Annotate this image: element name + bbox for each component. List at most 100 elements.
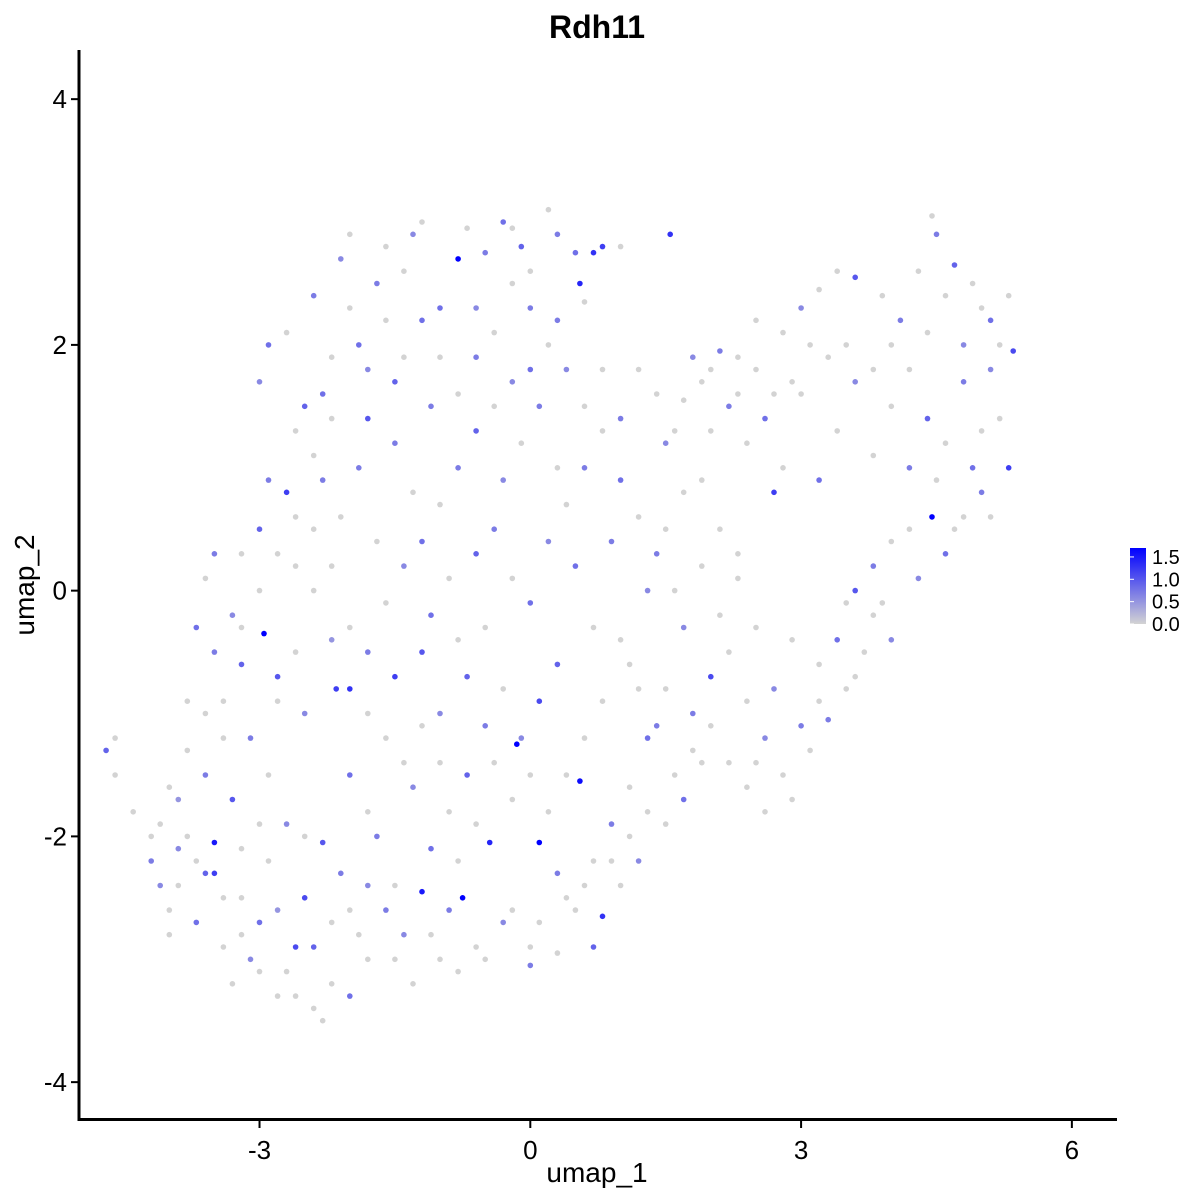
data-point [708, 428, 714, 434]
data-point [464, 225, 470, 231]
data-point [780, 329, 786, 336]
data-point [608, 858, 615, 864]
data-point [328, 637, 335, 643]
data-point [906, 526, 913, 532]
data-point [852, 379, 858, 385]
data-point [888, 538, 895, 545]
data-point [870, 366, 877, 373]
data-point [509, 907, 516, 913]
data-point [419, 649, 425, 655]
data-point [671, 428, 678, 434]
data-point [951, 526, 958, 532]
legend-labels: 1.51.00.50.0 [1130, 547, 1180, 636]
data-point [969, 465, 976, 471]
data-point [166, 784, 173, 790]
data-point [690, 747, 696, 754]
data-point [843, 342, 849, 348]
data-point [437, 710, 443, 717]
data-point [888, 403, 895, 410]
data-point [518, 440, 525, 447]
data-point [383, 243, 389, 250]
data-point [401, 268, 407, 275]
data-point [220, 735, 227, 741]
data-point [347, 305, 353, 311]
data-point [780, 465, 786, 471]
data-point [699, 759, 705, 766]
data-point [220, 698, 227, 704]
legend-label: 0.5 [1152, 592, 1180, 614]
data-point [929, 213, 935, 219]
legend-label: 1.0 [1152, 569, 1180, 591]
data-point [238, 845, 245, 852]
data-point [365, 649, 371, 655]
data-point [509, 575, 516, 582]
data-point [166, 907, 173, 913]
data-point [906, 465, 913, 471]
data-point [527, 944, 534, 950]
data-point [617, 477, 624, 483]
data-point [735, 575, 741, 582]
data-point [292, 514, 299, 520]
data-point [473, 354, 479, 361]
data-point [473, 428, 479, 434]
data-point [202, 575, 209, 582]
data-point [283, 821, 290, 827]
data-point [699, 563, 705, 569]
data-point [870, 563, 877, 569]
data-point [717, 526, 723, 532]
data-point [319, 391, 326, 397]
data-point [581, 735, 588, 741]
data-point [671, 772, 678, 778]
data-point [437, 354, 443, 361]
data-point [798, 305, 804, 311]
data-point [166, 931, 173, 938]
data-point [960, 379, 967, 385]
data-point [590, 249, 597, 256]
data-point [261, 630, 267, 637]
data-point [338, 256, 344, 262]
data-point [879, 292, 886, 299]
data-point [455, 858, 461, 864]
data-point [572, 563, 579, 569]
data-point [753, 317, 759, 324]
data-point [283, 489, 290, 496]
data-point [671, 587, 678, 594]
data-point [247, 735, 254, 741]
data-point [924, 329, 931, 336]
data-point [861, 649, 868, 655]
data-point [383, 907, 389, 913]
data-point [491, 329, 498, 336]
data-point [473, 944, 479, 950]
data-point [265, 858, 272, 864]
data-point [347, 231, 353, 238]
data-point [644, 587, 651, 594]
data-point [942, 440, 949, 447]
data-point [130, 809, 136, 815]
data-point [518, 735, 525, 741]
data-point [310, 944, 317, 950]
data-point [888, 637, 895, 643]
data-point [401, 931, 407, 938]
data-point [319, 839, 326, 846]
data-point [328, 415, 335, 422]
data-point [500, 919, 507, 926]
data-point [726, 649, 732, 655]
data-point [410, 784, 416, 790]
data-point [915, 575, 922, 582]
data-point [635, 858, 642, 864]
data-point [238, 895, 245, 901]
data-point [780, 772, 786, 778]
data-point [816, 661, 822, 668]
data-point [482, 624, 489, 631]
data-point [514, 741, 520, 747]
data-point [717, 612, 723, 618]
x-tick-label: 0 [523, 1135, 537, 1165]
y-tick-label: 4 [53, 84, 67, 114]
data-point [437, 956, 443, 963]
data-point [951, 262, 958, 268]
data-point [825, 716, 831, 723]
data-point [1005, 465, 1012, 471]
data-point [310, 526, 317, 532]
data-point [771, 391, 777, 397]
data-point [292, 563, 299, 569]
